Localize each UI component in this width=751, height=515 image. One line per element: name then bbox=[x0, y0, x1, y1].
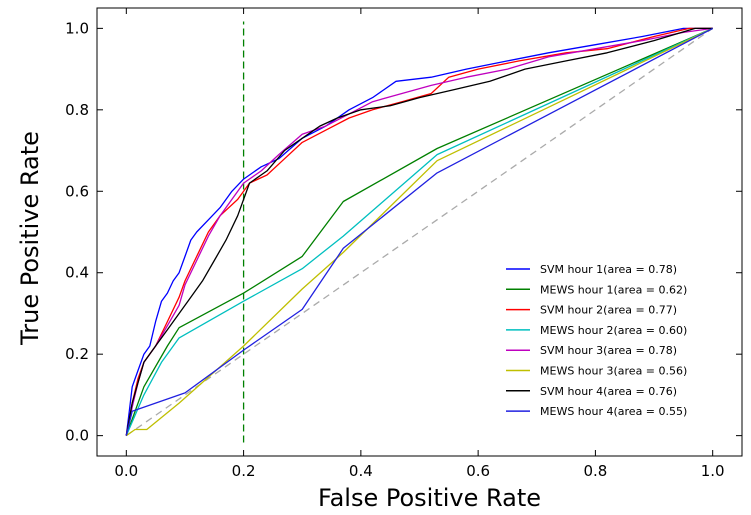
series-line-6 bbox=[125, 27, 713, 437]
legend-label: SVM hour 1(area = 0.78) bbox=[540, 263, 677, 276]
legend-label: MEWS hour 4(area = 0.55) bbox=[540, 405, 687, 418]
y-tick-label: 0.2 bbox=[65, 345, 89, 363]
chance-diagonal-line bbox=[125, 27, 714, 437]
x-tick-label: 0.6 bbox=[466, 462, 490, 480]
legend-label: MEWS hour 1(area = 0.62) bbox=[540, 283, 687, 296]
series-line-3 bbox=[125, 27, 713, 436]
legend-label: SVM hour 2(area = 0.77) bbox=[540, 304, 677, 317]
legend-label: MEWS hour 3(area = 0.56) bbox=[540, 365, 687, 378]
x-axis-title: False Positive Rate bbox=[318, 484, 541, 512]
y-tick-label: 0.8 bbox=[65, 101, 89, 119]
series-line-8 bbox=[125, 27, 714, 436]
legend-label: SVM hour 4(area = 0.76) bbox=[540, 385, 677, 398]
x-tick-label: 0.2 bbox=[232, 462, 256, 480]
x-tick-label: 0.0 bbox=[114, 462, 138, 480]
series-line-2 bbox=[125, 27, 713, 436]
legend-label: SVM hour 3(area = 0.78) bbox=[540, 344, 677, 357]
series-line-5 bbox=[125, 27, 713, 436]
series-line-7 bbox=[125, 27, 713, 436]
axis-ticks: 0.0 0.0 0.2 0.2 0.4 0.4 0.6 0.6 0.8 0.8 1.0 1.0 bbox=[65, 8, 742, 480]
x-tick-label: 0.8 bbox=[583, 462, 607, 480]
reference-lines bbox=[125, 21, 714, 443]
x-tick-label: 0.4 bbox=[349, 462, 373, 480]
y-tick-label: 0.0 bbox=[65, 427, 89, 445]
legend-label: MEWS hour 2(area = 0.60) bbox=[540, 324, 687, 337]
y-axis-title: True Positive Rate bbox=[16, 131, 44, 346]
y-tick-label: 0.4 bbox=[65, 264, 89, 282]
series-line-1 bbox=[125, 27, 713, 436]
series-lines bbox=[125, 27, 714, 437]
x-tick-label: 1.0 bbox=[701, 462, 725, 480]
series-line-4 bbox=[125, 27, 713, 436]
y-tick-label: 0.6 bbox=[65, 182, 89, 200]
y-tick-label: 1.0 bbox=[65, 19, 89, 37]
legend: SVM hour 1(area = 0.78) MEWS hour 1(area … bbox=[506, 263, 687, 418]
plot-frame bbox=[96, 7, 743, 457]
